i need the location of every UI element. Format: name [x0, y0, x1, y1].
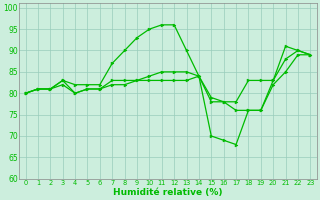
X-axis label: Humidité relative (%): Humidité relative (%) [113, 188, 223, 197]
